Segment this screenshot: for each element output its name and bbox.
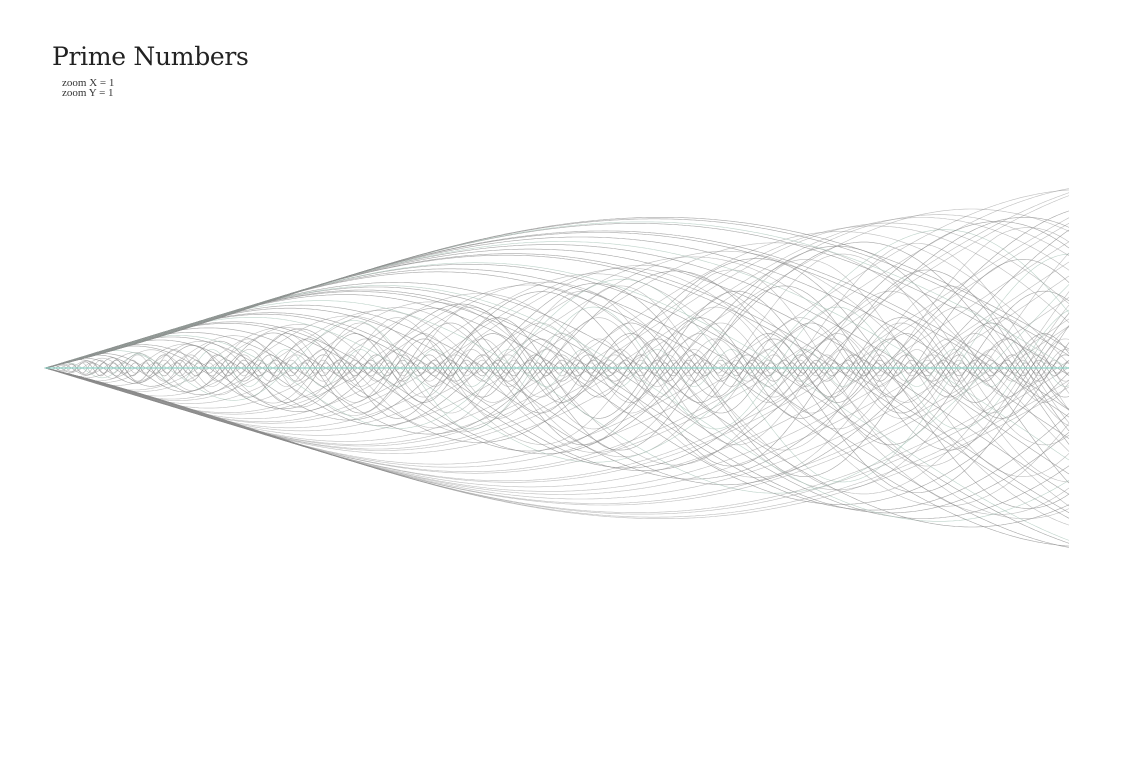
prime-wave-199 xyxy=(45,217,1069,368)
prime-wave-mirror-67 xyxy=(45,274,1069,507)
prime-wave-mirror-199 xyxy=(45,368,1069,519)
zoom-y-label: zoom Y = 1 xyxy=(62,88,114,98)
page-title: Prime Numbers xyxy=(52,42,249,71)
prime-wave-mirror-113 xyxy=(45,209,1069,454)
prime-wave-mirror-73 xyxy=(45,265,1069,518)
prime-wave-73 xyxy=(45,217,1069,470)
prime-wave-mirror-157 xyxy=(45,242,1069,487)
prime-wave-191 xyxy=(45,223,1069,375)
prime-wave-mirror-151 xyxy=(45,223,1069,482)
prime-wave-173 xyxy=(45,237,1069,439)
prime-wave-47 xyxy=(45,271,1069,493)
zoom-info: zoom X = 1 zoom Y = 1 xyxy=(62,78,114,98)
prime-wave-67 xyxy=(45,230,1069,463)
prime-wave-127 xyxy=(45,272,1069,546)
prime-wave-mirror-127 xyxy=(45,190,1069,464)
prime-wave-mirror-191 xyxy=(45,361,1069,513)
prime-wave-mirror-47 xyxy=(45,244,1069,466)
prime-wave-59 xyxy=(45,246,1069,483)
prime-wave-157 xyxy=(45,249,1069,494)
prime-wave-mirror-173 xyxy=(45,297,1069,499)
prime-wave-79 xyxy=(45,211,1069,479)
prime-wave-151 xyxy=(45,254,1069,513)
prime-wave-mirror-79 xyxy=(45,257,1069,525)
prime-wave-mirror-59 xyxy=(45,253,1069,490)
prime-wave-113 xyxy=(45,282,1069,527)
